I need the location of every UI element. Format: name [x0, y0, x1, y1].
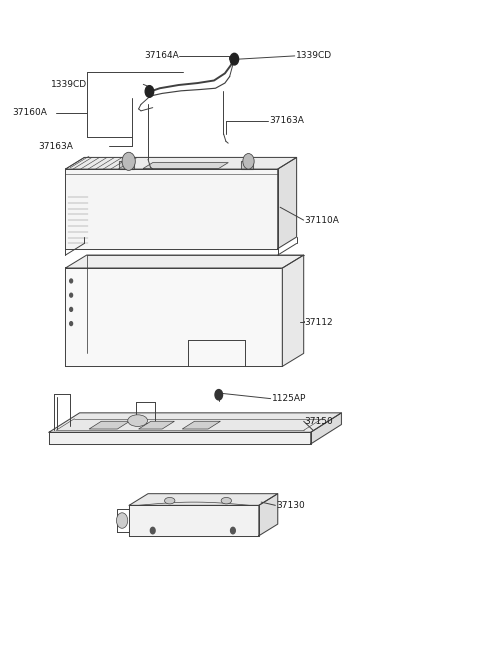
Ellipse shape	[128, 415, 147, 426]
Circle shape	[145, 86, 154, 98]
Polygon shape	[65, 268, 282, 366]
Circle shape	[70, 307, 72, 311]
Polygon shape	[129, 506, 259, 536]
Text: 37163A: 37163A	[38, 142, 73, 151]
Text: 37163A: 37163A	[269, 116, 304, 125]
Polygon shape	[241, 161, 253, 169]
Polygon shape	[182, 421, 220, 429]
Circle shape	[150, 527, 155, 534]
Text: 37130: 37130	[276, 501, 305, 510]
Text: 37150: 37150	[305, 417, 334, 426]
Polygon shape	[139, 421, 174, 429]
Text: 37160A: 37160A	[12, 108, 48, 117]
Circle shape	[122, 152, 135, 170]
Circle shape	[70, 322, 72, 326]
Polygon shape	[259, 494, 278, 536]
Polygon shape	[49, 413, 341, 432]
Circle shape	[230, 53, 239, 65]
Polygon shape	[89, 421, 130, 429]
Text: 37164A: 37164A	[144, 51, 179, 60]
Circle shape	[230, 527, 235, 534]
Text: 1125AP: 1125AP	[272, 394, 306, 403]
Text: 1339CD: 1339CD	[50, 80, 87, 89]
Polygon shape	[282, 255, 304, 366]
Ellipse shape	[221, 497, 231, 504]
Circle shape	[215, 390, 223, 400]
Circle shape	[117, 513, 128, 529]
Polygon shape	[49, 432, 311, 444]
Text: 1339CD: 1339CD	[296, 51, 332, 60]
Polygon shape	[278, 157, 297, 249]
Polygon shape	[65, 169, 278, 249]
Polygon shape	[144, 162, 228, 168]
Ellipse shape	[165, 497, 175, 504]
Polygon shape	[65, 157, 297, 169]
Polygon shape	[129, 494, 278, 506]
Circle shape	[243, 153, 254, 169]
Circle shape	[70, 293, 72, 297]
Text: 37112: 37112	[305, 318, 333, 327]
Polygon shape	[65, 255, 304, 268]
Text: 37110A: 37110A	[305, 215, 339, 225]
Circle shape	[70, 279, 72, 283]
Polygon shape	[119, 161, 134, 169]
Polygon shape	[311, 413, 341, 444]
